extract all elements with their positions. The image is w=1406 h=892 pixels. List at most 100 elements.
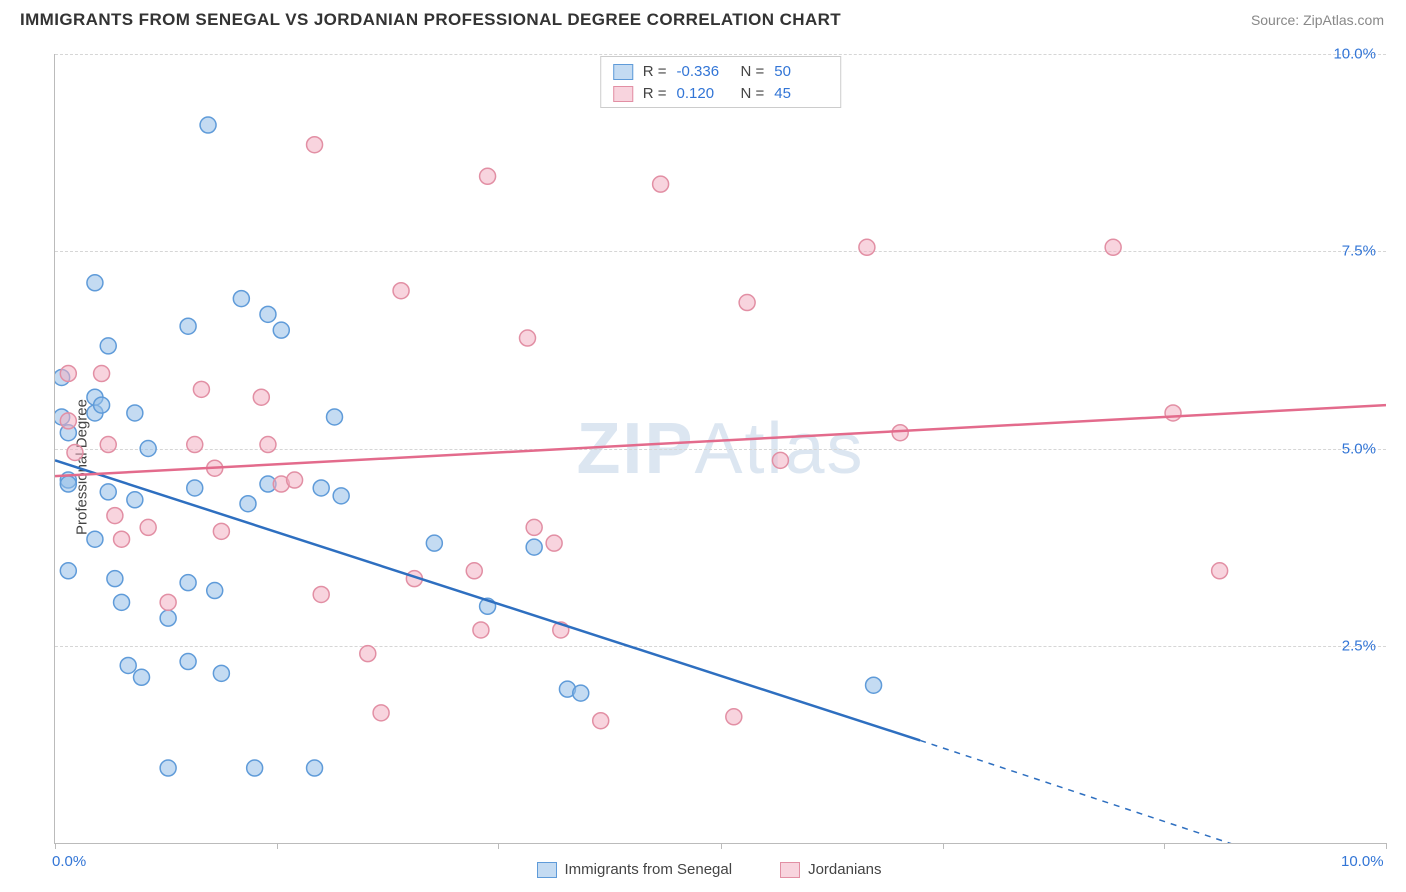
data-point-jordan (726, 709, 742, 725)
data-point-jordan (480, 168, 496, 184)
data-point-jordan (107, 508, 123, 524)
data-point-jordan (520, 330, 536, 346)
data-point-senegal (160, 760, 176, 776)
data-point-jordan (94, 366, 110, 382)
legend-stats-row-senegal: R = -0.336 N = 50 (613, 61, 829, 83)
data-point-jordan (360, 646, 376, 662)
legend-label-senegal: Immigrants from Senegal (565, 861, 733, 878)
legend-item-jordan: Jordanians (780, 861, 881, 878)
data-point-senegal (207, 583, 223, 599)
data-point-jordan (393, 283, 409, 299)
data-point-senegal (140, 441, 156, 457)
data-point-senegal (160, 610, 176, 626)
data-point-senegal (134, 669, 150, 685)
data-point-senegal (313, 480, 329, 496)
data-point-jordan (140, 519, 156, 535)
data-point-senegal (526, 539, 542, 555)
n-label: N = (741, 61, 765, 83)
plot-area: ZIPAtlas R = -0.336 N = 50 R = 0.120 N =… (54, 54, 1386, 844)
data-point-senegal (127, 405, 143, 421)
data-point-jordan (859, 239, 875, 255)
data-point-jordan (772, 452, 788, 468)
data-point-senegal (866, 677, 882, 693)
data-point-jordan (1212, 563, 1228, 579)
data-point-senegal (260, 306, 276, 322)
swatch-senegal (613, 64, 633, 80)
data-point-jordan (466, 563, 482, 579)
data-point-senegal (100, 484, 116, 500)
data-point-jordan (307, 137, 323, 153)
chart-title: IMMIGRANTS FROM SENEGAL VS JORDANIAN PRO… (20, 10, 841, 30)
legend-stats-row-jordan: R = 0.120 N = 45 (613, 83, 829, 105)
data-point-senegal (87, 275, 103, 291)
data-point-senegal (127, 492, 143, 508)
data-point-senegal (573, 685, 589, 701)
data-point-jordan (253, 389, 269, 405)
legend-series: Immigrants from Senegal Jordanians (18, 861, 1400, 878)
data-point-senegal (200, 117, 216, 133)
data-point-senegal (107, 571, 123, 587)
data-point-jordan (313, 586, 329, 602)
data-point-jordan (287, 472, 303, 488)
data-point-senegal (180, 318, 196, 334)
chart-svg (55, 54, 1386, 843)
trend-line-jordan (55, 405, 1386, 476)
data-point-senegal (94, 397, 110, 413)
data-point-senegal (426, 535, 442, 551)
data-point-jordan (1105, 239, 1121, 255)
swatch-jordan (613, 86, 633, 102)
data-point-jordan (473, 622, 489, 638)
legend-item-senegal: Immigrants from Senegal (537, 861, 733, 878)
r-label: R = (643, 61, 667, 83)
n-label: N = (741, 83, 765, 105)
data-point-jordan (67, 444, 83, 460)
data-point-jordan (60, 366, 76, 382)
data-point-senegal (240, 496, 256, 512)
r-value-senegal: -0.336 (677, 61, 731, 83)
data-point-senegal (187, 480, 203, 496)
data-point-senegal (327, 409, 343, 425)
trend-line-dash-senegal (920, 740, 1253, 843)
data-point-senegal (87, 531, 103, 547)
data-point-jordan (1165, 405, 1181, 421)
data-point-jordan (213, 523, 229, 539)
data-point-jordan (100, 437, 116, 453)
data-point-senegal (100, 338, 116, 354)
data-point-senegal (180, 575, 196, 591)
data-point-senegal (247, 760, 263, 776)
swatch-senegal (537, 862, 557, 878)
data-point-jordan (114, 531, 130, 547)
source-attribution: Source: ZipAtlas.com (1251, 12, 1384, 28)
data-point-jordan (892, 425, 908, 441)
data-point-jordan (193, 381, 209, 397)
data-point-senegal (273, 322, 289, 338)
data-point-jordan (653, 176, 669, 192)
data-point-jordan (373, 705, 389, 721)
data-point-jordan (160, 594, 176, 610)
r-label: R = (643, 83, 667, 105)
data-point-senegal (333, 488, 349, 504)
data-point-senegal (233, 291, 249, 307)
data-point-jordan (60, 413, 76, 429)
data-point-jordan (546, 535, 562, 551)
data-point-senegal (60, 563, 76, 579)
data-point-senegal (307, 760, 323, 776)
data-point-jordan (593, 713, 609, 729)
title-bar: IMMIGRANTS FROM SENEGAL VS JORDANIAN PRO… (0, 0, 1406, 36)
data-point-senegal (114, 594, 130, 610)
n-value-senegal: 50 (774, 61, 828, 83)
data-point-jordan (260, 437, 276, 453)
data-point-senegal (120, 657, 136, 673)
data-point-senegal (180, 654, 196, 670)
data-point-jordan (526, 519, 542, 535)
data-point-senegal (213, 665, 229, 681)
swatch-jordan (780, 862, 800, 878)
chart-container: Professional Degree ZIPAtlas R = -0.336 … (18, 46, 1400, 888)
n-value-jordan: 45 (774, 83, 828, 105)
legend-label-jordan: Jordanians (808, 861, 881, 878)
data-point-senegal (60, 476, 76, 492)
r-value-jordan: 0.120 (677, 83, 731, 105)
data-point-jordan (187, 437, 203, 453)
data-point-jordan (739, 295, 755, 311)
legend-stats: R = -0.336 N = 50 R = 0.120 N = 45 (600, 56, 842, 108)
